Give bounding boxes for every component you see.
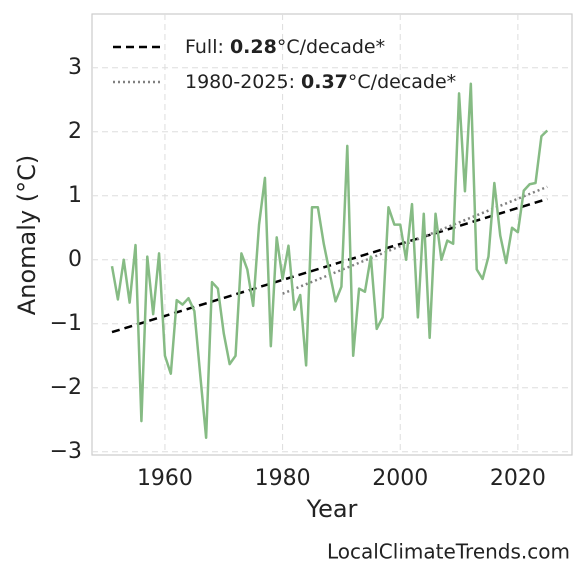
legend-label-part: Full: (185, 36, 230, 58)
y-tick-label: 1 (68, 183, 82, 208)
x-tick-label: 2020 (490, 466, 546, 491)
x-tick-label: 2000 (372, 466, 428, 491)
y-tick-label: −3 (50, 439, 82, 464)
y-tick-label: −2 (50, 375, 82, 400)
y-tick-label: 3 (68, 55, 82, 80)
legend-label-part: °C/decade* (348, 71, 456, 93)
legend-label-part: °C/decade* (277, 36, 385, 58)
x-axis-label: Year (306, 495, 358, 523)
y-tick-label: 2 (68, 119, 82, 144)
legend-label-part: 1980-2025: (185, 71, 301, 93)
footer: LocalClimateTrends.com (327, 540, 570, 564)
legend-label-part: 0.37 (301, 71, 348, 93)
data-line (110, 82, 549, 439)
legend-label-part: 0.28 (230, 36, 277, 58)
y-axis-label: Anomaly (°C) (13, 155, 41, 315)
plot-frame (91, 13, 573, 456)
x-tick-label: 1960 (137, 466, 193, 491)
legend-label: Full: 0.28°C/decade* (185, 36, 385, 58)
x-tick-label: 1980 (255, 466, 311, 491)
y-tick-label: 0 (68, 247, 82, 272)
legend-label: 1980-2025: 0.37°C/decade* (185, 71, 456, 93)
y-tick-label: −1 (50, 311, 82, 336)
